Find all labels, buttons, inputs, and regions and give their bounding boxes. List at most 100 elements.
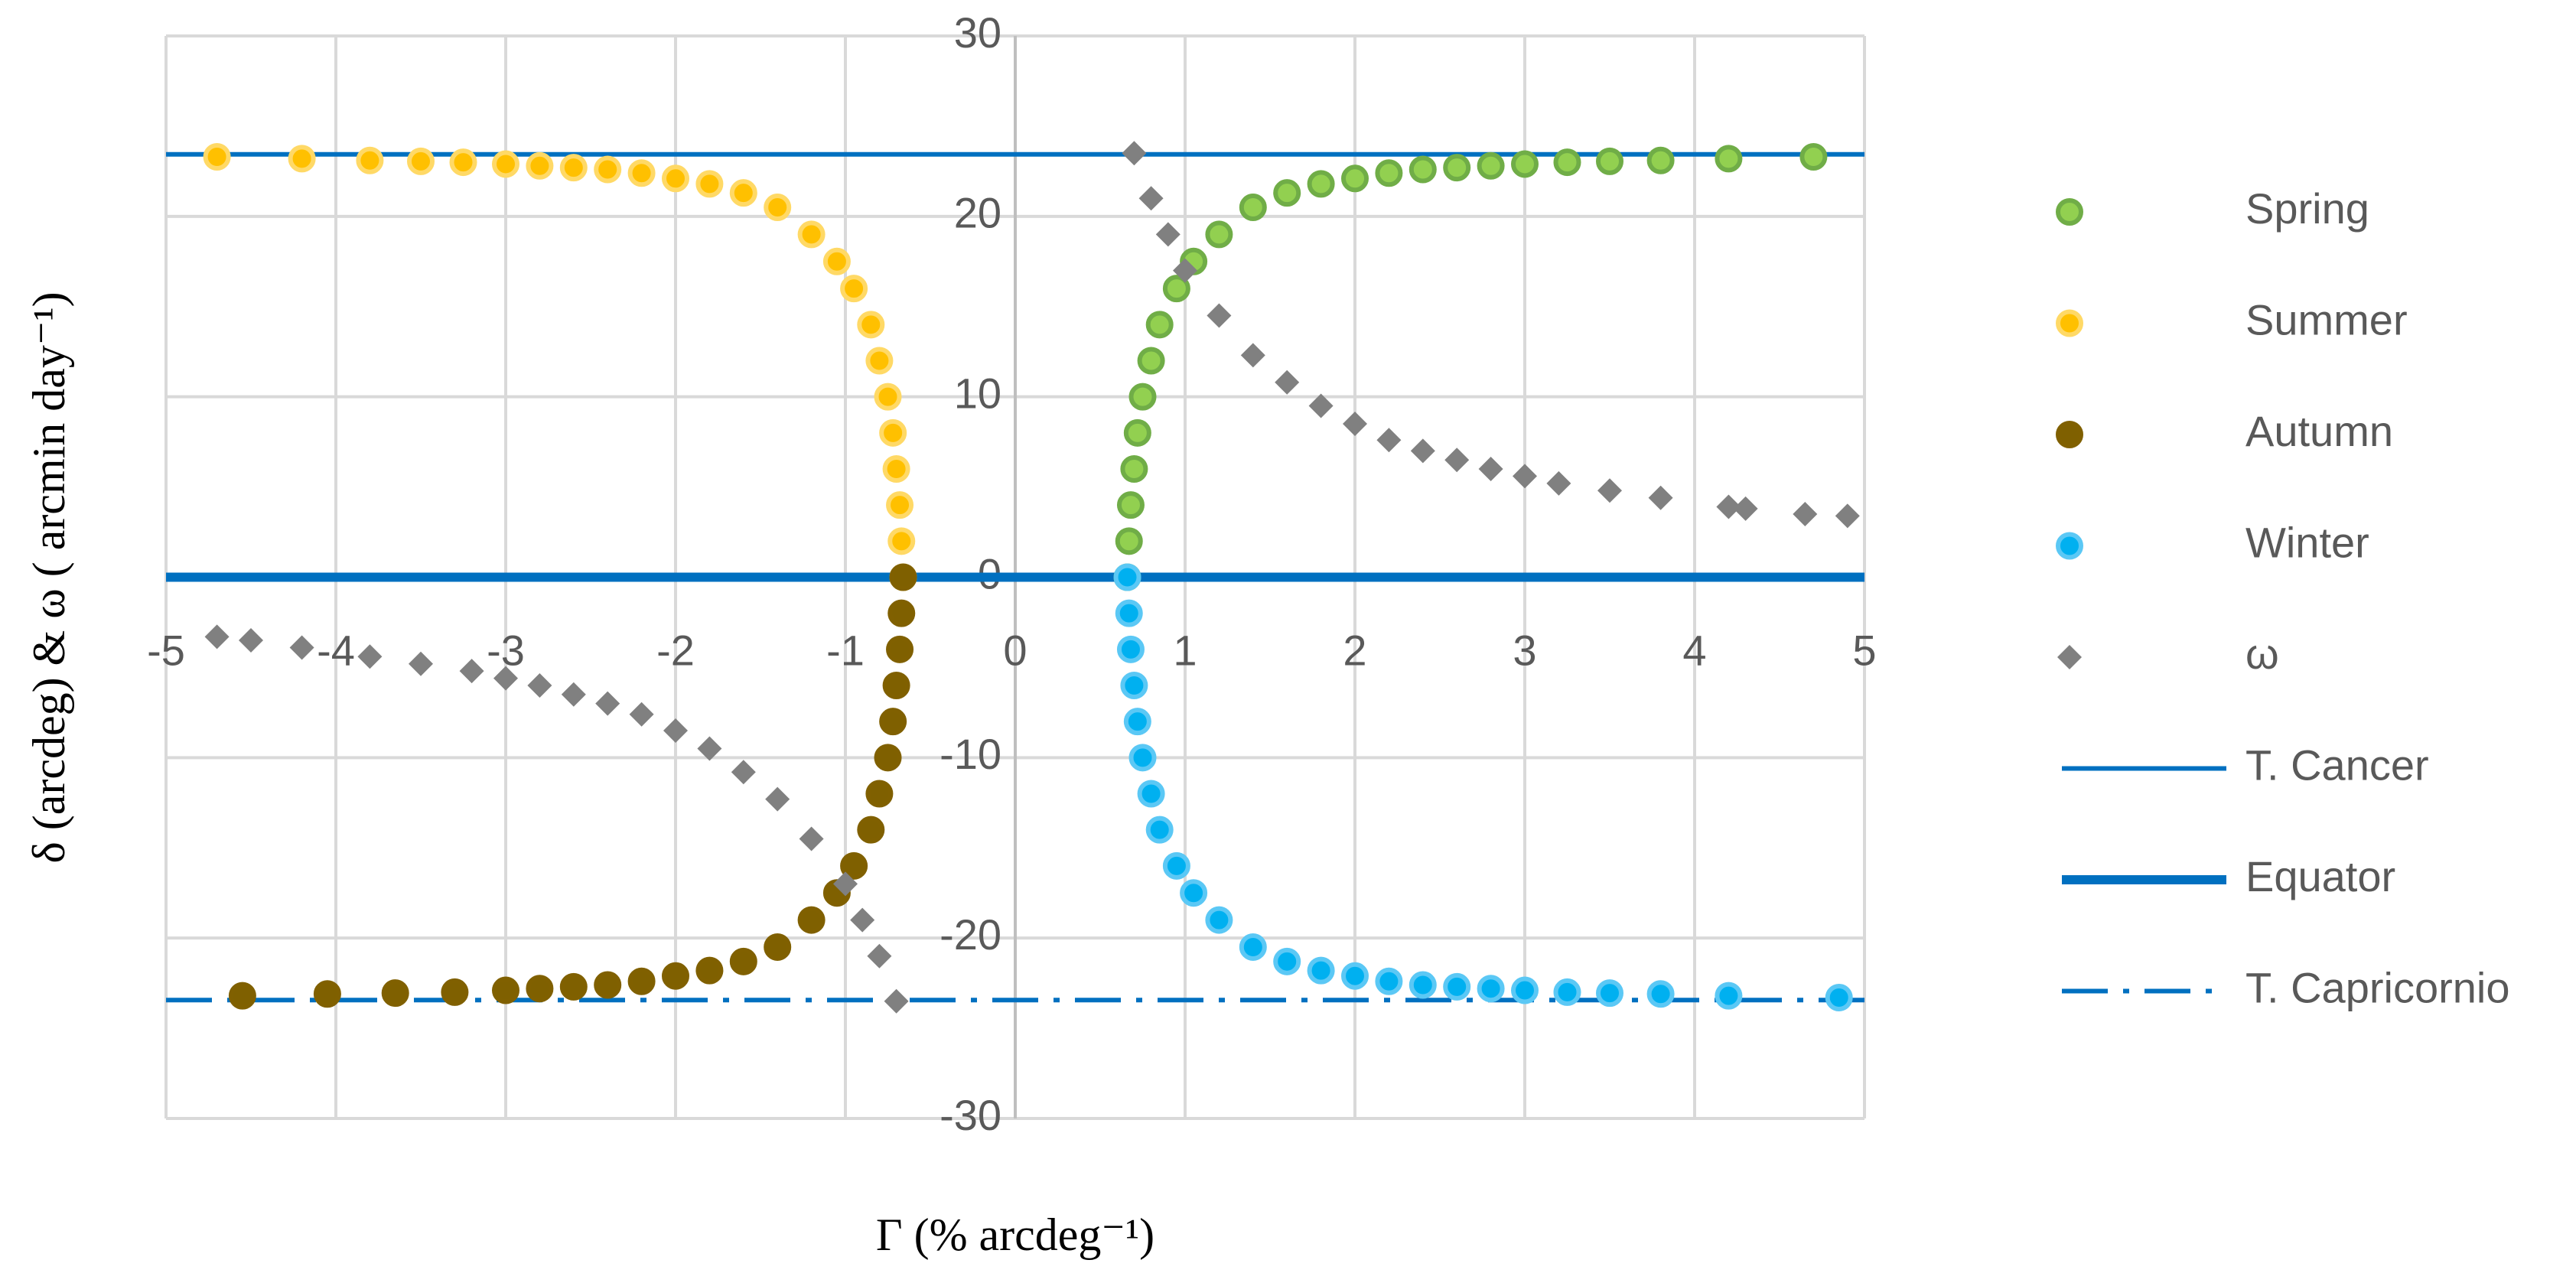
data-point <box>1343 412 1367 437</box>
data-point <box>409 651 433 676</box>
legend-marker <box>2057 645 2082 669</box>
data-point <box>1597 478 1622 503</box>
data-point <box>822 247 851 275</box>
x-tick-label: -2 <box>656 626 695 674</box>
data-point <box>1205 220 1233 249</box>
data-point <box>594 155 622 184</box>
x-tick-label: 1 <box>1173 626 1197 674</box>
x-axis-label: Γ (% arcdeg⁻¹) <box>876 1209 1154 1260</box>
data-point <box>697 736 722 761</box>
data-point <box>1646 980 1675 1008</box>
x-tick-label: 3 <box>1513 626 1536 674</box>
data-point <box>1137 780 1165 808</box>
data-point <box>799 826 824 851</box>
y-tick-label: -10 <box>940 730 1001 778</box>
legend-label: Winter <box>2245 518 2369 566</box>
data-point <box>1307 170 1335 198</box>
data-point <box>729 179 757 207</box>
legend-label: Equator <box>2245 852 2395 900</box>
data-point <box>867 943 892 969</box>
legend-label: T. Capricornio <box>2245 963 2509 1011</box>
data-point <box>1145 816 1174 844</box>
data-point <box>662 164 689 193</box>
data-point <box>627 967 656 995</box>
legend-marker <box>2056 198 2083 226</box>
data-point <box>1376 428 1402 453</box>
data-point <box>765 786 790 812</box>
data-point <box>887 527 916 555</box>
data-point <box>1716 494 1741 519</box>
data-point <box>857 311 885 339</box>
data-point <box>1239 194 1267 222</box>
data-point <box>840 851 868 880</box>
data-point <box>1513 464 1537 489</box>
data-point <box>1128 744 1157 772</box>
x-tick-label: -5 <box>147 626 185 674</box>
data-point <box>882 672 910 699</box>
y-axis-label: δ (arcdeg) & ω ( arcmin day⁻¹) <box>24 291 74 863</box>
data-point <box>884 988 909 1014</box>
data-point <box>407 147 435 175</box>
data-point <box>882 455 910 483</box>
data-point <box>1799 143 1828 171</box>
data-point <box>1715 982 1743 1010</box>
legend-marker <box>2056 532 2083 560</box>
data-point <box>1123 708 1151 736</box>
data-point <box>559 972 588 1001</box>
data-point <box>1375 967 1403 995</box>
legend-label: ω <box>2245 630 2279 678</box>
data-point <box>526 975 554 1003</box>
data-point <box>797 220 826 249</box>
data-point <box>865 780 894 808</box>
data-point <box>662 962 689 990</box>
x-tick-label: 0 <box>1003 626 1027 674</box>
data-point <box>1162 851 1190 880</box>
data-point <box>1145 311 1174 339</box>
data-point <box>874 383 902 411</box>
data-point <box>1341 962 1369 990</box>
y-tick-label: -20 <box>940 910 1001 959</box>
data-point <box>886 635 914 663</box>
data-point <box>357 644 383 669</box>
data-point <box>865 347 894 375</box>
data-point <box>595 691 620 716</box>
y-tick-label: 10 <box>954 369 1001 417</box>
data-point <box>1648 485 1673 510</box>
data-point <box>764 194 792 222</box>
data-point <box>1825 983 1853 1011</box>
data-point <box>313 980 341 1008</box>
data-point <box>1273 179 1301 207</box>
data-point <box>1116 635 1145 663</box>
data-point <box>1240 343 1265 368</box>
y-tick-label: 30 <box>954 8 1001 57</box>
data-point <box>1835 503 1860 529</box>
data-point <box>1115 599 1143 627</box>
data-point <box>381 979 409 1008</box>
data-point <box>1478 457 1503 481</box>
data-point <box>1553 978 1581 1006</box>
data-point <box>886 491 914 519</box>
data-point <box>492 976 519 1004</box>
legend-label: Spring <box>2245 184 2369 233</box>
x-tick-label: 5 <box>1852 626 1876 674</box>
data-point <box>594 971 622 999</box>
data-point <box>1511 976 1539 1004</box>
data-point <box>1733 496 1758 521</box>
legend-label: Summer <box>2245 295 2408 343</box>
data-point <box>1115 527 1143 555</box>
data-point <box>874 744 902 772</box>
legend-marker <box>2056 309 2083 337</box>
data-point <box>1207 303 1232 328</box>
data-point <box>1596 979 1623 1008</box>
data-point <box>1180 879 1208 907</box>
data-point <box>1120 672 1148 699</box>
data-point <box>1162 275 1190 303</box>
x-tick-label: 2 <box>1343 626 1366 674</box>
data-point <box>1137 347 1165 375</box>
data-point <box>1113 563 1141 591</box>
data-point <box>879 418 907 447</box>
data-point <box>1646 146 1675 174</box>
data-point <box>1444 448 1470 473</box>
data-point <box>1410 438 1435 464</box>
